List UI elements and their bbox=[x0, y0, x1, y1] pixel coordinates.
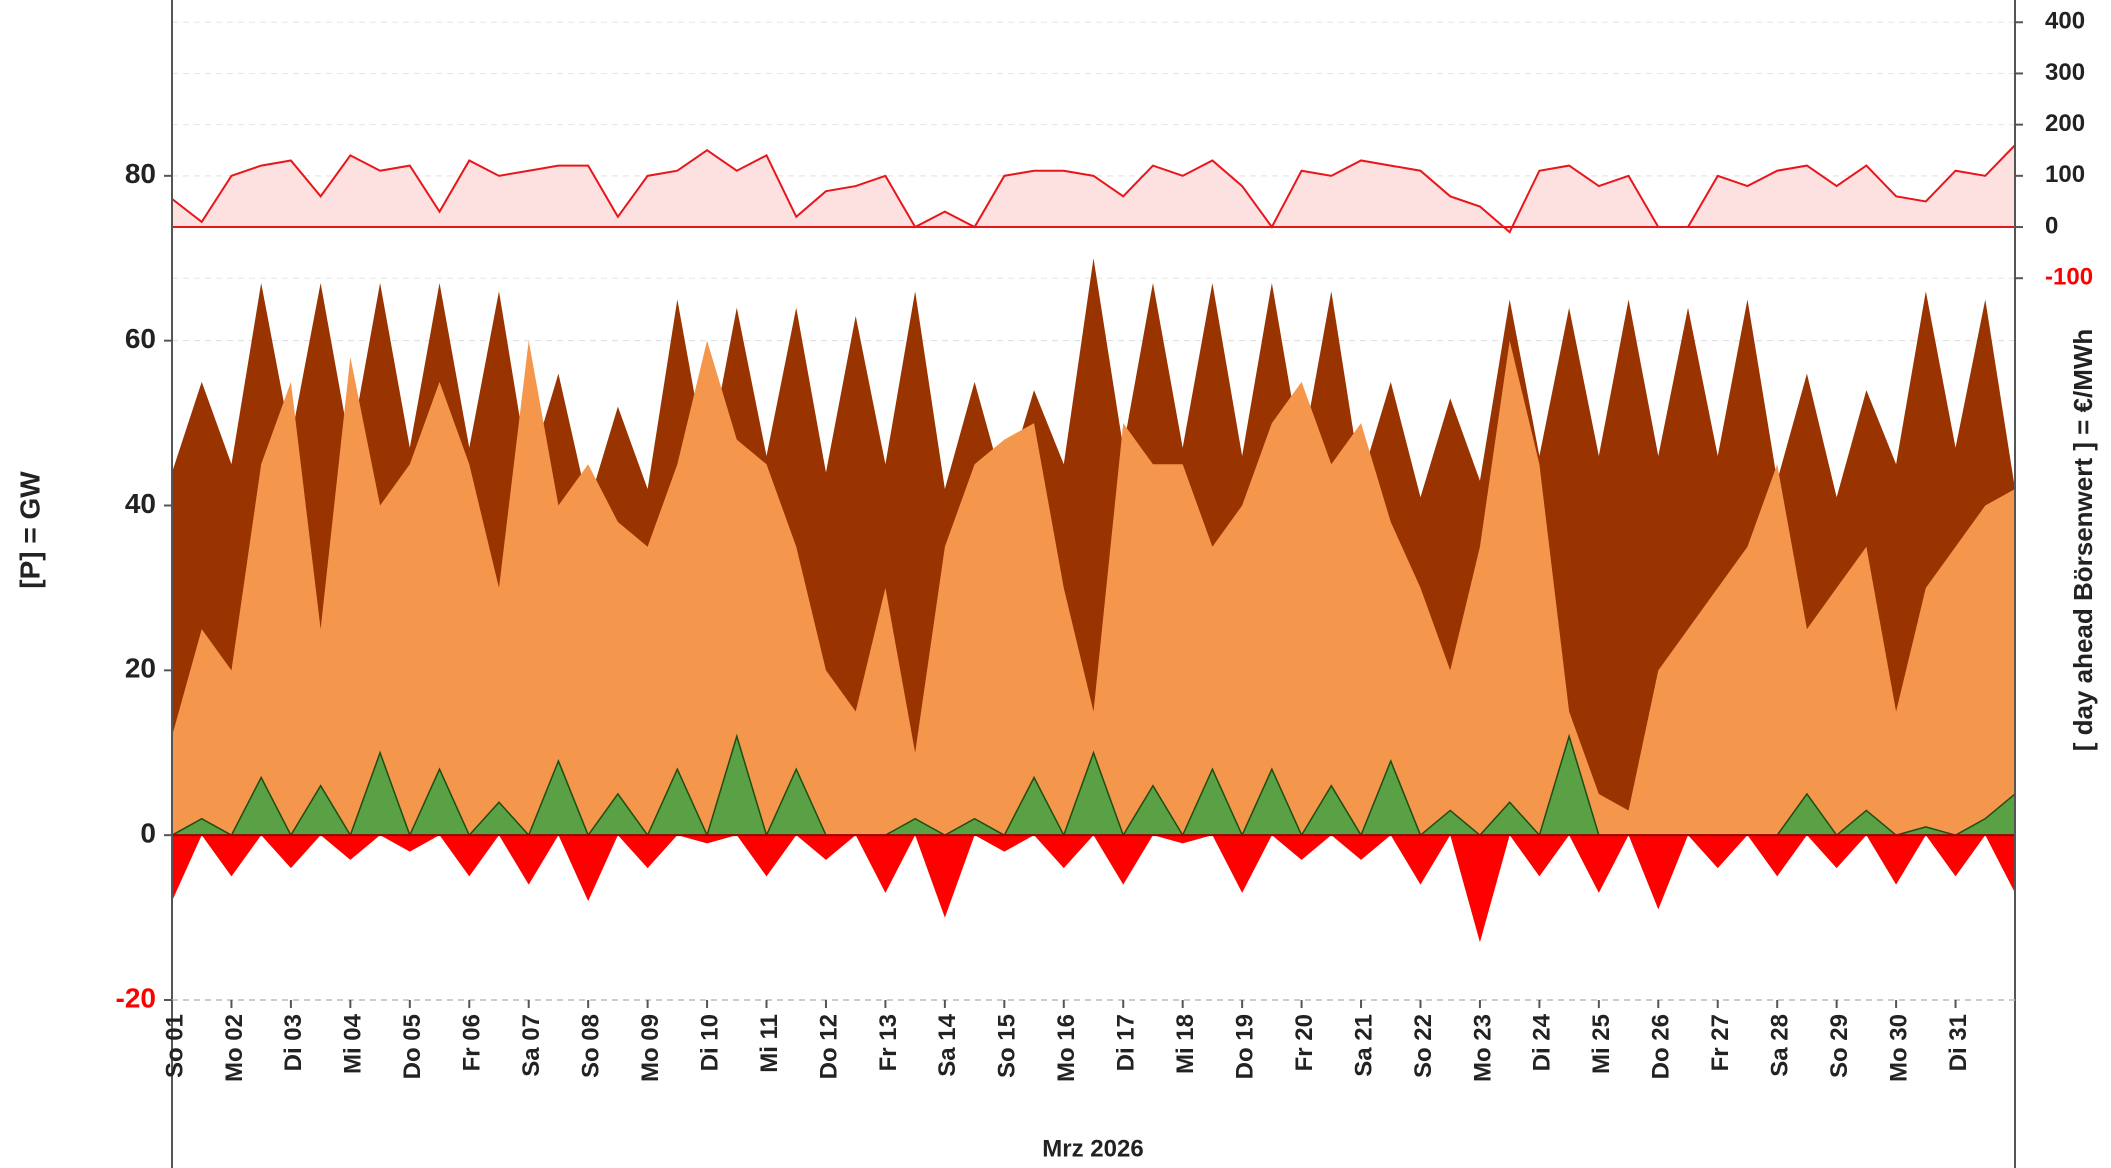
y2-tick-label: -100 bbox=[2045, 264, 2093, 291]
x-tick-label: Mi 25 bbox=[1588, 1014, 1615, 1074]
x-tick-label: Sa 14 bbox=[934, 1013, 961, 1076]
x-tick-label: Do 26 bbox=[1648, 1014, 1675, 1079]
y2-axis-label: [ day ahead Börsenwert ] = €/MWh bbox=[2068, 329, 2098, 752]
y2-tick-label: 0 bbox=[2045, 212, 2058, 239]
x-axis-label: Mrz 2026 bbox=[1042, 1135, 1143, 1162]
x-tick-label: Mi 11 bbox=[756, 1014, 783, 1073]
y2-tick-label: 400 bbox=[2045, 8, 2085, 35]
x-tick-label: Mo 09 bbox=[637, 1014, 664, 1082]
y-tick-label: 80 bbox=[125, 158, 156, 189]
y-tick-label: 40 bbox=[125, 488, 156, 519]
y-tick-label: -20 bbox=[116, 982, 156, 1013]
x-tick-label: Fr 27 bbox=[1707, 1014, 1734, 1071]
x-tick-label: Di 17 bbox=[1113, 1014, 1140, 1071]
x-tick-label: So 15 bbox=[994, 1014, 1021, 1078]
x-tick-label: Fr 13 bbox=[875, 1014, 902, 1071]
price-line bbox=[171, 144, 2016, 234]
y2-tick-label: 100 bbox=[2045, 161, 2085, 188]
x-tick-label: Sa 07 bbox=[518, 1014, 545, 1077]
x-tick-label: Mo 30 bbox=[1885, 1014, 1912, 1082]
price-area bbox=[172, 145, 2015, 233]
x-tick-label: Mo 16 bbox=[1053, 1014, 1080, 1082]
y2-tick-label: 200 bbox=[2045, 110, 2085, 137]
x-tick-label: Di 31 bbox=[1945, 1014, 1972, 1071]
x-tick-label: Fr 20 bbox=[1291, 1014, 1318, 1071]
x-tick-label: Mo 23 bbox=[1469, 1014, 1496, 1082]
x-tick-label: So 29 bbox=[1826, 1014, 1853, 1078]
x-tick-label: So 01 bbox=[161, 1014, 188, 1078]
x-tick-label: So 08 bbox=[578, 1014, 605, 1078]
x-tick-label: Do 05 bbox=[399, 1014, 426, 1079]
x-tick-label: Di 03 bbox=[280, 1014, 307, 1071]
x-tick-label: Fr 06 bbox=[459, 1014, 486, 1071]
x-tick-label: Mi 18 bbox=[1172, 1014, 1199, 1074]
x-tick-label: Do 12 bbox=[815, 1014, 842, 1079]
x-tick-label: Do 19 bbox=[1231, 1014, 1258, 1079]
y-tick-label: 0 bbox=[140, 818, 156, 849]
x-tick-label: Sa 28 bbox=[1767, 1014, 1794, 1077]
y-axis-label: [P] = GW bbox=[14, 471, 45, 589]
x-tick-label: Di 10 bbox=[696, 1014, 723, 1071]
x-tick-label: Sa 21 bbox=[1350, 1014, 1377, 1077]
x-tick-label: Mo 02 bbox=[221, 1014, 248, 1082]
y-tick-label: 20 bbox=[125, 653, 156, 684]
area bbox=[172, 340, 2015, 836]
area bbox=[172, 835, 2015, 943]
x-tick-label: Di 24 bbox=[1529, 1013, 1556, 1071]
y2-tick-label: 300 bbox=[2045, 59, 2085, 86]
x-tick-label: So 22 bbox=[1410, 1014, 1437, 1078]
x-tick-label: Mi 04 bbox=[340, 1013, 367, 1074]
y-tick-label: 60 bbox=[125, 323, 156, 354]
